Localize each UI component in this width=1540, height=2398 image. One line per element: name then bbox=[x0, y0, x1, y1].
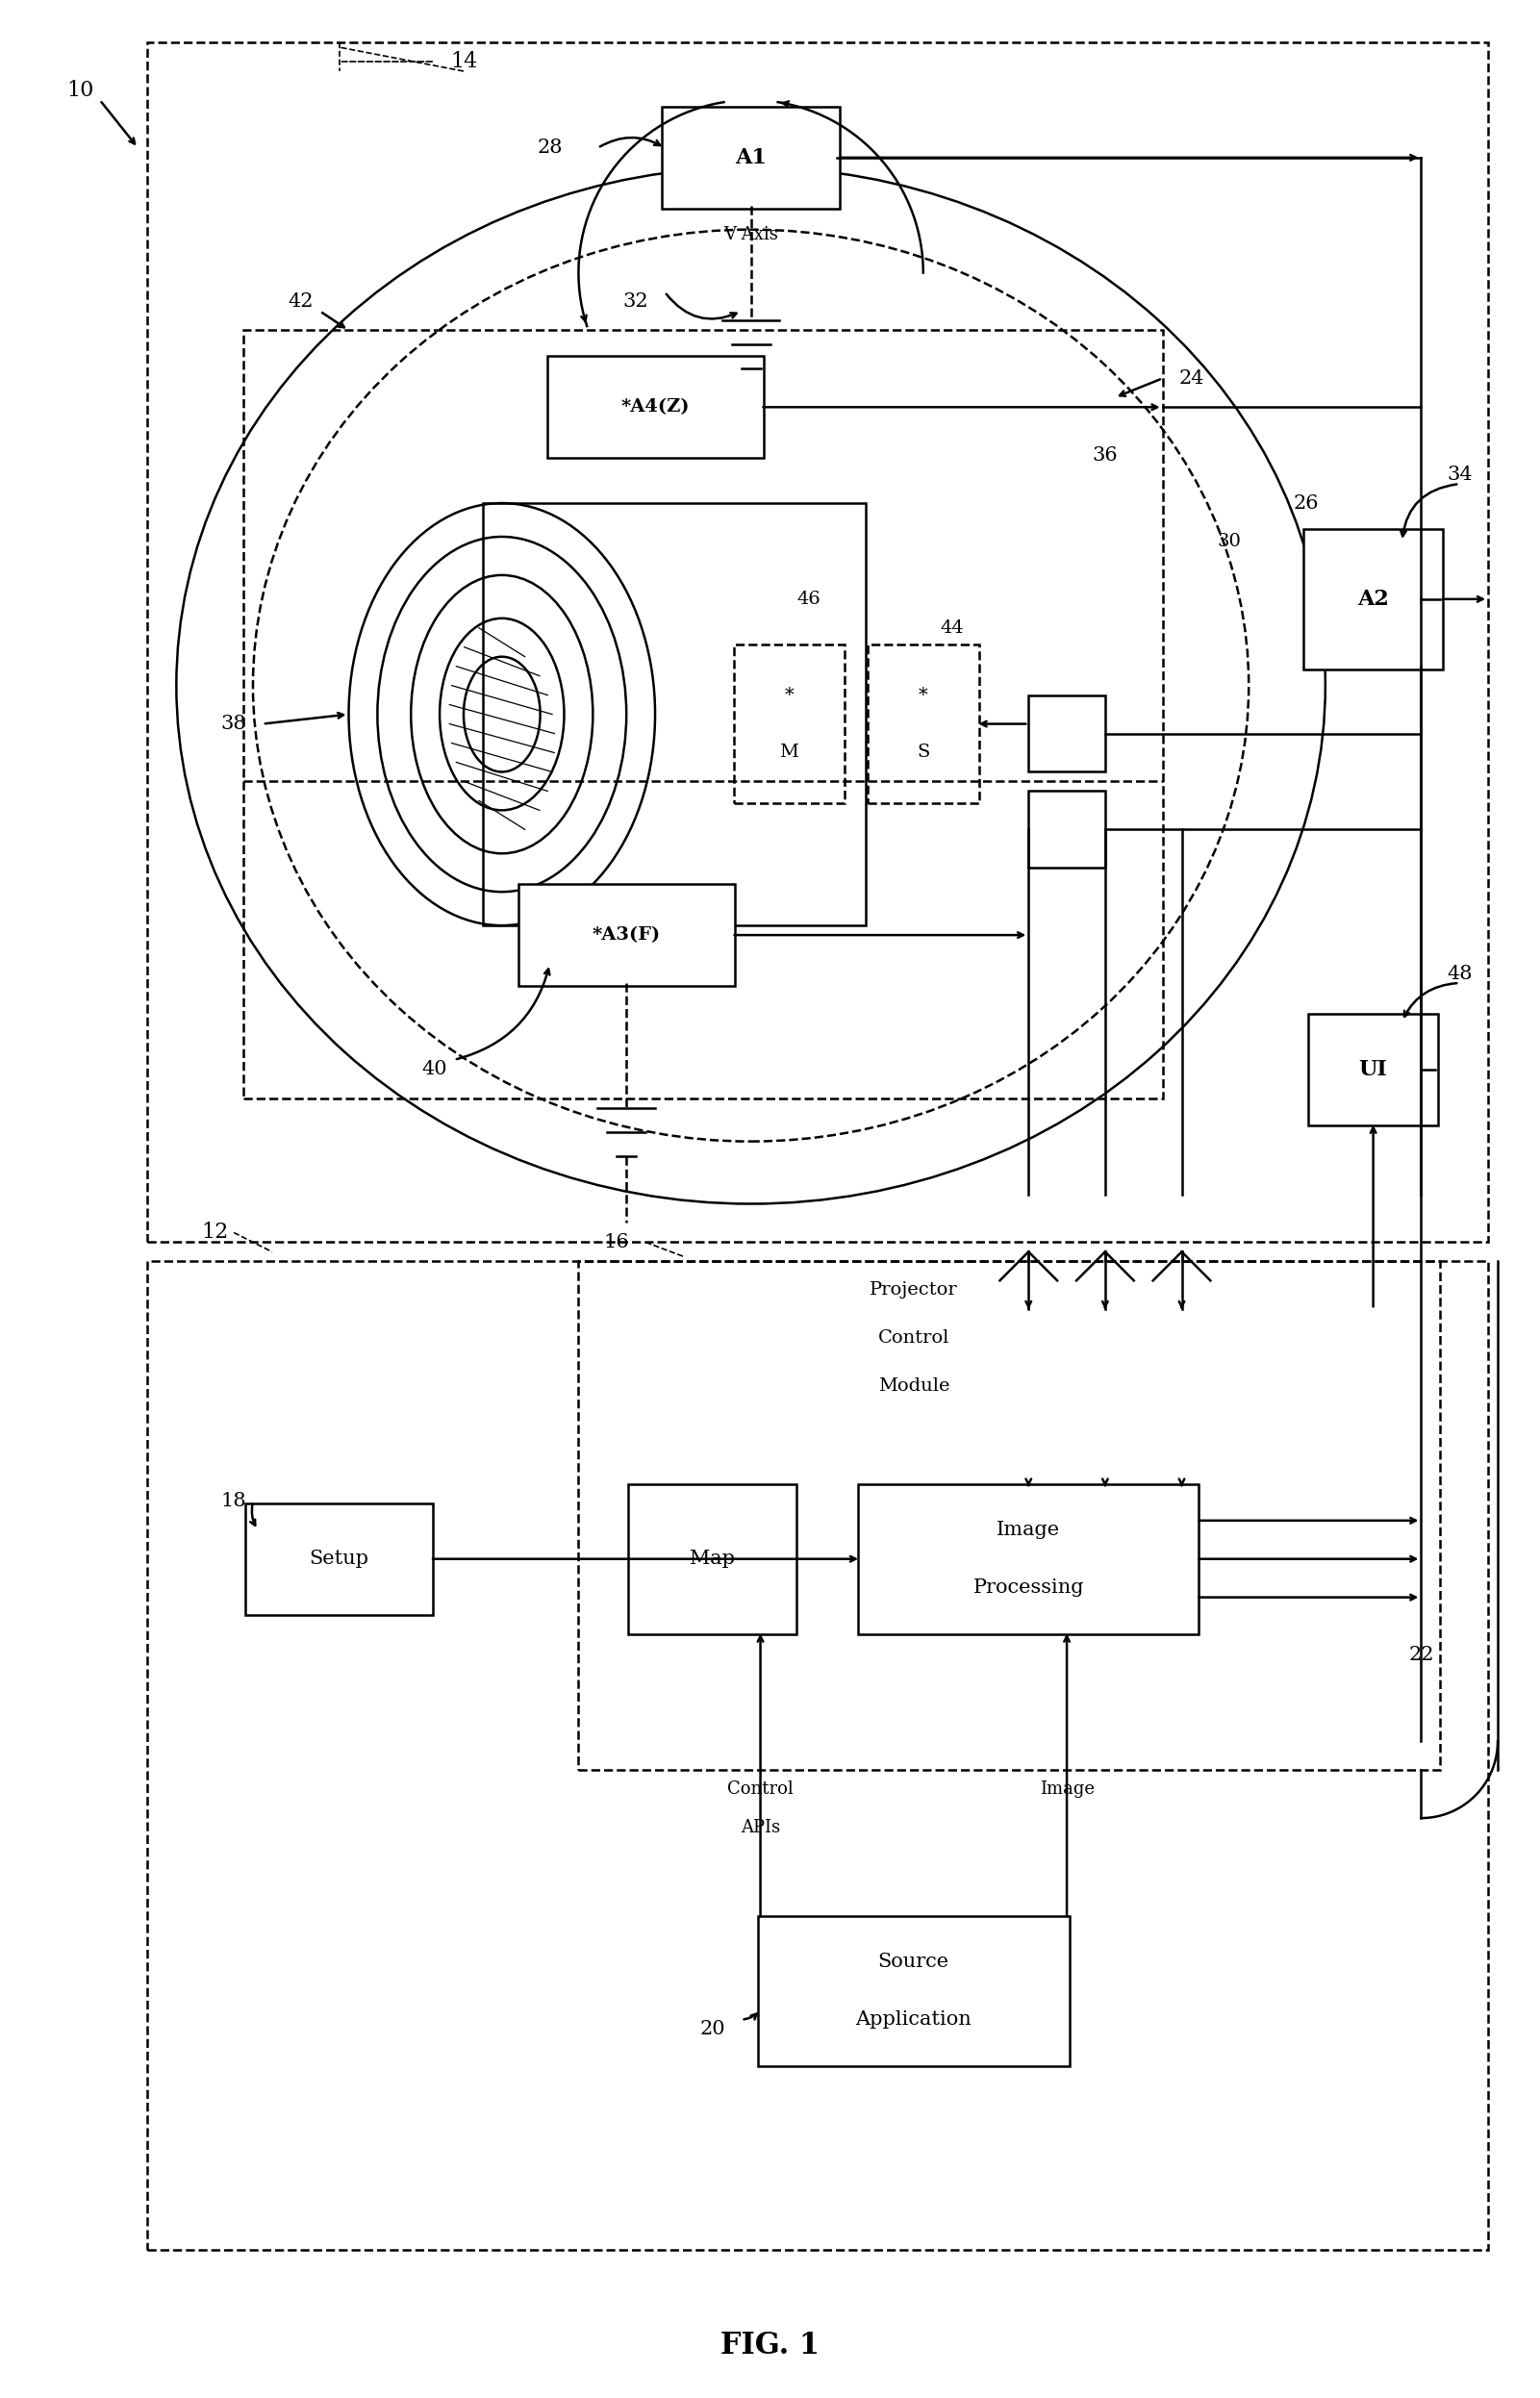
Text: 26: 26 bbox=[1294, 494, 1318, 513]
Text: 10: 10 bbox=[66, 79, 94, 101]
Text: 38: 38 bbox=[222, 715, 246, 734]
Text: 34: 34 bbox=[1446, 465, 1472, 484]
Text: Processing: Processing bbox=[973, 1578, 1084, 1597]
Text: 28: 28 bbox=[537, 139, 562, 158]
Text: UI: UI bbox=[1358, 1060, 1388, 1079]
FancyBboxPatch shape bbox=[517, 885, 735, 986]
Text: V Axis: V Axis bbox=[724, 225, 778, 242]
Ellipse shape bbox=[348, 504, 654, 926]
Bar bbox=[148, 1261, 1488, 2249]
FancyBboxPatch shape bbox=[867, 645, 979, 803]
FancyBboxPatch shape bbox=[547, 357, 764, 458]
Text: Control: Control bbox=[727, 1782, 793, 1798]
Bar bbox=[243, 331, 1163, 1098]
Text: 32: 32 bbox=[624, 293, 648, 312]
Text: Module: Module bbox=[878, 1376, 950, 1396]
Bar bbox=[148, 43, 1488, 1242]
FancyBboxPatch shape bbox=[628, 1484, 796, 1633]
Text: 36: 36 bbox=[1092, 446, 1118, 465]
Text: *: * bbox=[918, 686, 927, 703]
Text: A1: A1 bbox=[735, 146, 767, 168]
Text: 42: 42 bbox=[288, 293, 314, 312]
FancyBboxPatch shape bbox=[662, 106, 839, 209]
Text: M: M bbox=[779, 743, 799, 760]
Text: 18: 18 bbox=[222, 1492, 246, 1511]
Bar bbox=[1029, 791, 1106, 868]
Text: *A3(F): *A3(F) bbox=[593, 926, 661, 945]
Bar bbox=[579, 1261, 1440, 1770]
Text: 16: 16 bbox=[604, 1233, 630, 1252]
Text: Projector: Projector bbox=[870, 1281, 958, 1300]
Text: Image: Image bbox=[996, 1520, 1061, 1540]
Text: 44: 44 bbox=[939, 619, 964, 635]
Text: FIG. 1: FIG. 1 bbox=[721, 2331, 819, 2362]
Text: 30: 30 bbox=[1218, 532, 1241, 549]
Bar bbox=[482, 504, 865, 926]
Text: APIs: APIs bbox=[741, 1820, 781, 1837]
Bar bbox=[1029, 695, 1106, 772]
Text: Setup: Setup bbox=[310, 1549, 370, 1568]
Text: *A4(Z): *A4(Z) bbox=[621, 398, 690, 415]
FancyBboxPatch shape bbox=[858, 1484, 1200, 1633]
Text: *: * bbox=[784, 686, 793, 703]
Text: Source: Source bbox=[878, 1952, 949, 1971]
FancyBboxPatch shape bbox=[733, 645, 844, 803]
Text: 12: 12 bbox=[202, 1223, 228, 1242]
Text: Control: Control bbox=[878, 1328, 949, 1348]
Text: Image: Image bbox=[1040, 1782, 1095, 1798]
Text: 14: 14 bbox=[450, 50, 477, 72]
FancyBboxPatch shape bbox=[245, 1504, 433, 1614]
FancyBboxPatch shape bbox=[1307, 1014, 1438, 1125]
Text: 48: 48 bbox=[1446, 964, 1472, 983]
Text: 46: 46 bbox=[796, 590, 821, 607]
Text: S: S bbox=[916, 743, 930, 760]
Text: Application: Application bbox=[856, 2010, 972, 2029]
Text: 22: 22 bbox=[1409, 1645, 1434, 1664]
Text: 40: 40 bbox=[422, 1060, 448, 1079]
Text: 24: 24 bbox=[1178, 369, 1204, 388]
FancyBboxPatch shape bbox=[758, 1916, 1070, 2065]
Text: A2: A2 bbox=[1357, 588, 1389, 609]
Text: 20: 20 bbox=[699, 2019, 725, 2038]
FancyBboxPatch shape bbox=[1303, 530, 1443, 669]
Text: Map: Map bbox=[690, 1549, 735, 1568]
